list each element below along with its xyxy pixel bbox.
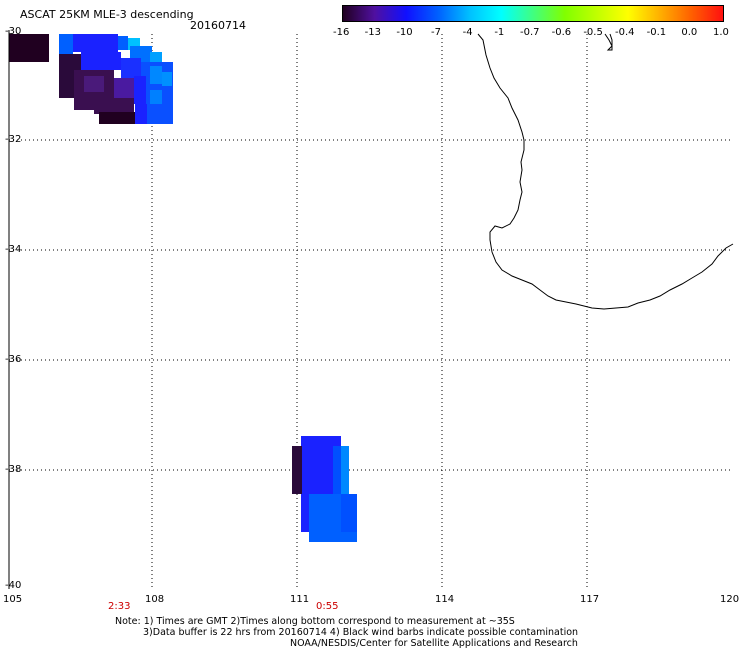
- colorbar: [342, 5, 724, 22]
- figure-title: ASCAT 25KM MLE-3 descending: [20, 8, 194, 21]
- colorbar-tick-label: -0.7: [520, 27, 540, 38]
- x-tick-label: 105: [3, 594, 23, 605]
- note-line-1: Note: 1) Times are GMT 2)Times along bot…: [115, 616, 515, 627]
- credit-line: NOAA/NESDIS/Center for Satellite Applica…: [290, 638, 578, 649]
- colorbar-tick-label: -13: [364, 27, 381, 38]
- y-tick-label: -36: [5, 354, 22, 365]
- note-line-2: 3)Data buffer is 22 hrs from 20160714 4)…: [143, 627, 579, 638]
- colorbar-tick-label: -10: [396, 27, 413, 38]
- river-outlet: [604, 33, 613, 51]
- coastline: [477, 33, 734, 310]
- x-tick-label: 120: [720, 594, 740, 605]
- scatterometer-swath-north: [9, 34, 173, 124]
- y-tick-label: -34: [5, 244, 22, 255]
- figure-date: 20160714: [190, 19, 246, 32]
- graticule: [9, 34, 733, 589]
- scatterometer-swath-south: [292, 436, 357, 542]
- colorbar-tick-label: -0.1: [646, 27, 667, 38]
- x-tick-label: 117: [580, 594, 600, 605]
- colorbar-tick-label: -16: [333, 27, 350, 38]
- y-tick-label: -40: [5, 580, 22, 591]
- colorbar-tick-label: -0.6: [551, 27, 572, 38]
- pass-time-label: 0:55: [316, 601, 339, 612]
- colorbar-tick-label: -4: [462, 27, 473, 38]
- y-tick-label: -38: [5, 464, 22, 475]
- pass-time-label: 2:33: [108, 601, 131, 612]
- colorbar-tick-label: 0.0: [681, 27, 698, 38]
- colorbar-tick-label: -1: [494, 27, 505, 38]
- x-tick-label: 108: [145, 594, 165, 605]
- y-tick-label: -32: [5, 134, 22, 145]
- y-tick-label: -30: [5, 26, 22, 37]
- x-tick-label: 114: [435, 594, 455, 605]
- colorbar-tick-label: -7: [431, 27, 441, 38]
- colorbar-tick-label: 1.0: [713, 27, 729, 38]
- x-tick-label: 111: [290, 594, 310, 605]
- colorbar-tick-label: -0.5: [583, 27, 603, 38]
- colorbar-tick-label: -0.4: [615, 27, 635, 38]
